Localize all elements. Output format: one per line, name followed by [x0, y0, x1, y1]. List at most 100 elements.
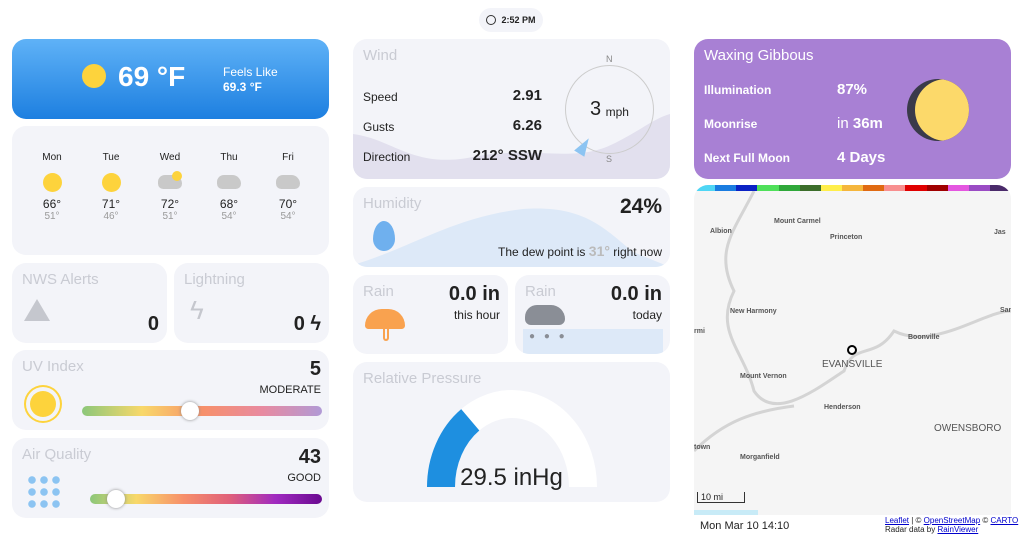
feels-like-value: 69.3 °F: [223, 80, 262, 94]
legend-swatch: [884, 185, 906, 191]
radar-map[interactable]: Mount Carmel Albion Princeton New Harmony Bo…: [694, 185, 1011, 515]
rain-hour-value: 0.0 in: [448, 283, 500, 305]
day-low: 46°: [103, 211, 119, 222]
direction-value: 212° SSW: [472, 147, 542, 164]
alerts-count: 0: [147, 313, 159, 335]
rain-day-title: Rain: [525, 283, 556, 300]
rain-drops: ● ● ●: [529, 331, 568, 342]
map-attribution: Leaflet | © OpenStreetMap © CARTO Radar …: [885, 516, 1018, 534]
rain-hour-card: Rain 0.0 in this hour: [353, 275, 508, 354]
forecast-day: Fri 70° 54°: [268, 152, 308, 222]
moonrise-label: Moonrise: [704, 117, 758, 131]
legend-swatch: [715, 185, 737, 191]
legend-swatch: [799, 185, 821, 191]
direction-label: Direction: [363, 150, 411, 164]
lightning-count: 0 ϟ: [293, 313, 321, 335]
moonrise-time: 36m: [852, 115, 883, 132]
map-place-label: Morganfield: [740, 454, 780, 461]
map-place-label: rmi: [694, 328, 705, 335]
legend-swatch: [736, 185, 758, 191]
compass: 3 mph: [565, 65, 654, 154]
dew-post: right now: [613, 245, 662, 259]
map-place-label: EVANSVILLE: [822, 359, 883, 370]
time: 2:52 PM: [501, 15, 536, 25]
wind-card: Wind Speed 2.91 Gusts 6.26 Direction 212…: [353, 39, 670, 179]
full-moon-value: 4 Days: [837, 149, 886, 166]
rain-day-value: 0.0 in: [610, 283, 662, 305]
legend-swatch: [947, 185, 969, 191]
wind-graph: [353, 114, 670, 179]
attr-sep: | ©: [909, 516, 924, 525]
day-low: 51°: [44, 211, 60, 222]
map-place-label: Henderson: [824, 404, 861, 411]
day-high: 66°: [42, 197, 62, 211]
map-place-label: Princeton: [830, 234, 863, 241]
uv-scale: [82, 406, 322, 416]
osm-link[interactable]: OpenStreetMap: [923, 516, 981, 525]
humidity-graph: [353, 208, 670, 267]
legend-swatch: [694, 185, 716, 191]
rain-day-graph: [523, 329, 663, 354]
dew-value: 31°: [588, 243, 610, 259]
moon-card: Waxing Gibbous Illumination 87% Moonrise…: [694, 39, 1011, 179]
umbrella-icon: [365, 309, 405, 329]
humidity-value: 24%: [619, 195, 662, 218]
aq-title: Air Quality: [22, 446, 92, 463]
day-high: 72°: [160, 197, 180, 211]
gusts-label: Gusts: [363, 120, 395, 134]
radar-timestamp: Mon Mar 10 14:10: [700, 520, 790, 532]
map-place-label: OWENSBORO: [934, 423, 1002, 434]
legend-swatch: [968, 185, 990, 191]
speed-label: Speed: [363, 90, 398, 104]
legend-swatch: [926, 185, 948, 191]
humidity-title: Humidity: [363, 195, 422, 212]
radar-progress: [694, 510, 758, 515]
illumination-value: 87%: [837, 81, 868, 98]
clock-icon: [486, 15, 497, 25]
moon-phase-icon: [907, 79, 969, 141]
rain-hour-period: this hour: [453, 308, 500, 322]
lightning-title: Lightning: [184, 271, 245, 288]
alerts-title: NWS Alerts: [22, 271, 99, 288]
legend-swatch: [820, 185, 842, 191]
forecast-day: Mon 66° 51°: [32, 152, 72, 222]
umbrella-handle: [383, 327, 389, 341]
leaflet-link[interactable]: Leaflet: [885, 516, 910, 525]
nws-alerts-card[interactable]: NWS Alerts 0: [12, 263, 167, 343]
forecast-day: Wed 72° 51°: [150, 152, 190, 222]
day-high: 70°: [278, 197, 298, 211]
rain-hour-title: Rain: [363, 283, 394, 300]
compass-unit: mph: [605, 104, 629, 119]
day-name: Mon: [42, 152, 62, 163]
map-place-label: Jas: [994, 229, 1006, 236]
day-low: 54°: [280, 211, 296, 222]
partly-cloudy-icon: [158, 171, 182, 189]
carto-link[interactable]: CARTO: [990, 516, 1019, 525]
attr-sep2: ©: [980, 516, 991, 525]
legend-swatch: [905, 185, 927, 191]
current-temp-card: 69 °F Feels Like 69.3 °F: [12, 39, 329, 119]
clock-pill: 2:52 PM: [479, 8, 543, 32]
day-name: Wed: [159, 152, 181, 163]
current-temp: 69 °F: [118, 61, 186, 92]
lightning-icon: ϟ: [190, 295, 204, 325]
aq-level: GOOD: [287, 472, 321, 484]
uv-title: UV Index: [22, 358, 84, 375]
home-marker-icon[interactable]: [847, 345, 857, 355]
radar-pre: Radar data by: [885, 525, 938, 534]
speed-value: 2.91: [512, 87, 542, 104]
pressure-value: 29.5 inHg: [460, 464, 563, 491]
wind-title: Wind: [363, 47, 398, 64]
map-place-label: Boonville: [908, 334, 940, 341]
rainviewer-link[interactable]: RainViewer: [937, 525, 979, 534]
gusts-value: 6.26: [512, 117, 542, 134]
compass-speed: 3: [590, 98, 602, 120]
forecast-card: Mon 66° 51° Tue 71° 46° Wed 72° 51° Thu 68° 54° Fri 7…: [12, 126, 329, 255]
moonrise-value: in 36m: [837, 115, 883, 132]
warning-icon: [24, 299, 50, 321]
feels-like-label: Feels Like: [223, 65, 278, 79]
full-moon-label: Next Full Moon: [704, 151, 790, 165]
droplet-icon: [373, 221, 395, 251]
forecast-day: Thu 68° 54°: [209, 152, 249, 222]
sun-icon: [42, 172, 62, 192]
